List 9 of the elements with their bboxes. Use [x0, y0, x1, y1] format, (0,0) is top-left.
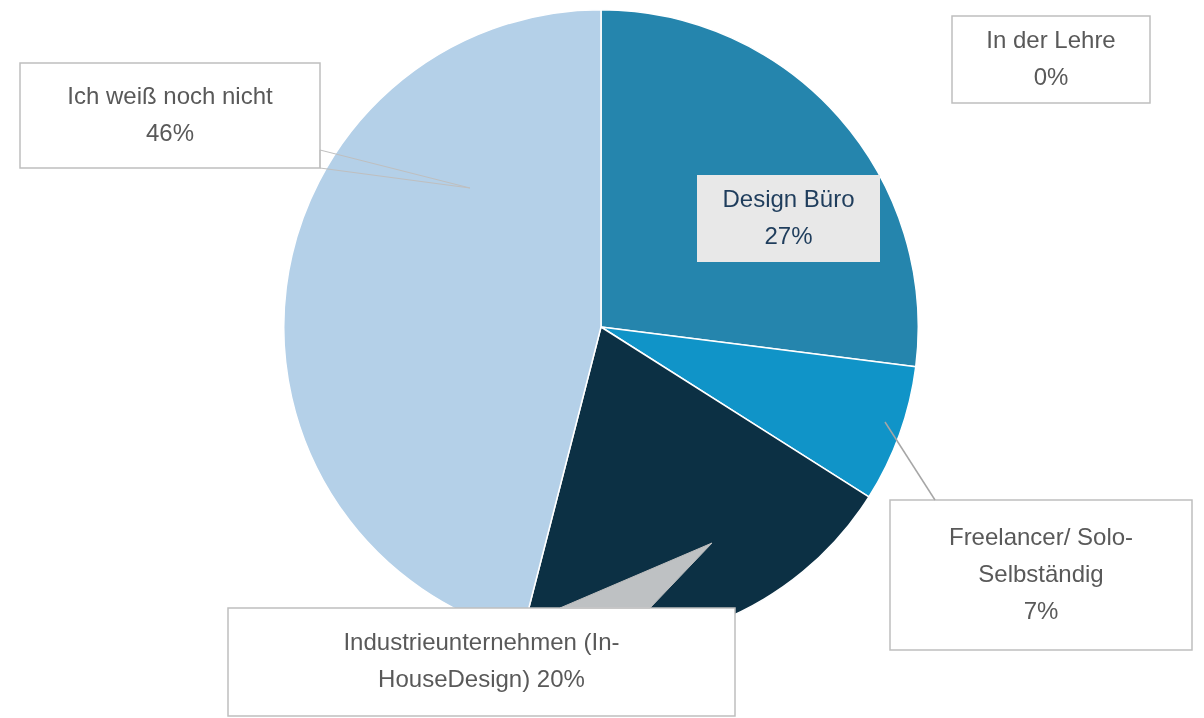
data-label: 7%: [1023, 596, 1059, 624]
data-label: 27%: [764, 221, 813, 249]
data-label: 46%: [145, 118, 195, 146]
slice-label: Design Büro: [722, 184, 855, 212]
category-label: In der Lehre: [986, 25, 1116, 53]
slice-label: Industrieunternehmen (In-HouseDesign) 20%: [343, 628, 620, 693]
slice-label: Freelancer/ Solo-Selbständig: [948, 522, 1134, 587]
text: 0%: [1033, 62, 1069, 90]
slice-label: Ich weiß noch nicht: [67, 81, 274, 109]
